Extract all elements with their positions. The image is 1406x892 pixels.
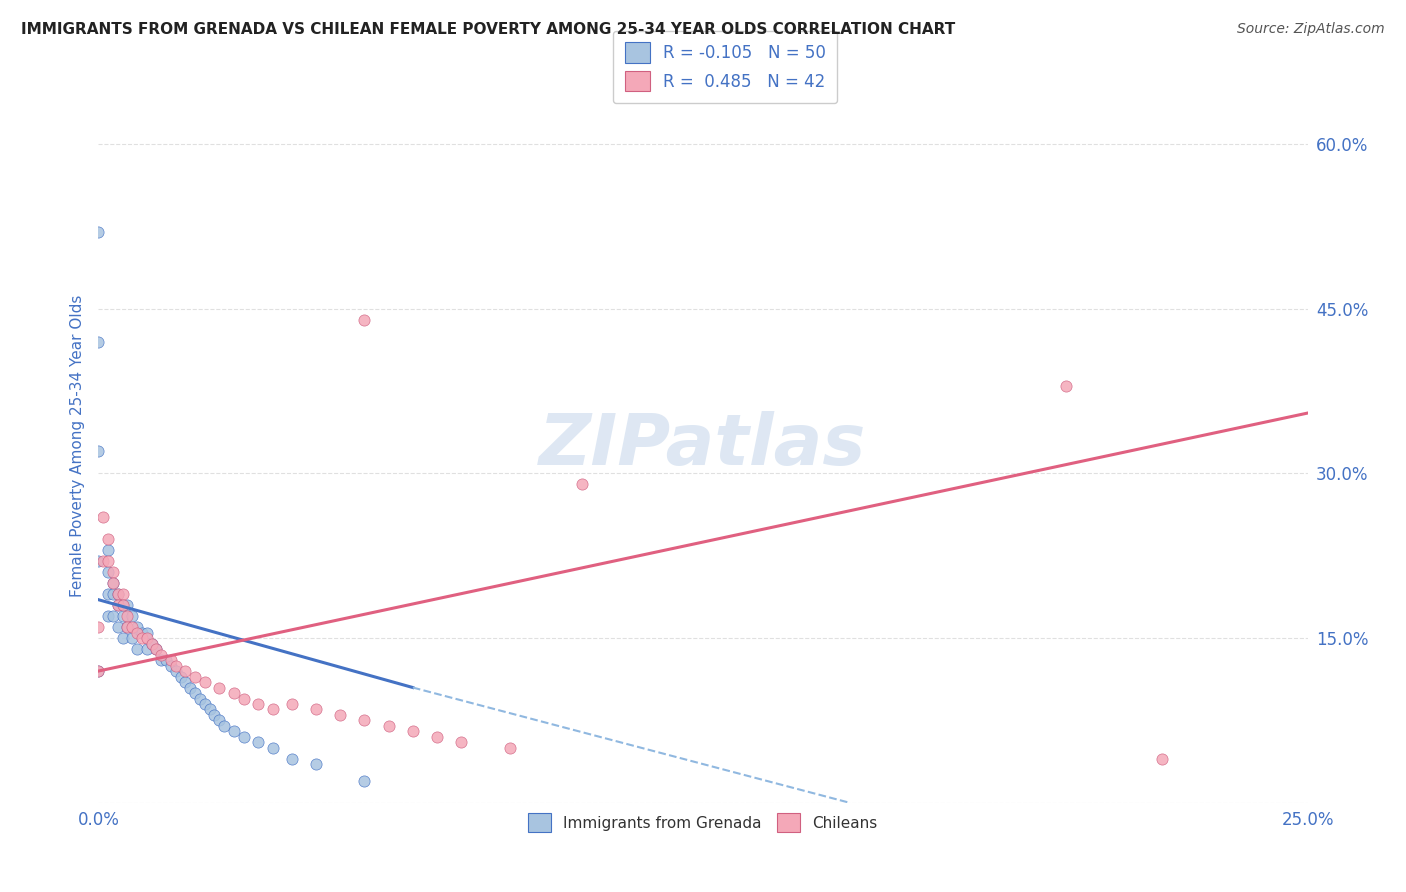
Point [353, 312, 375, 326]
Point [281, 752, 304, 766]
Point [353, 773, 375, 788]
Point [194, 697, 217, 711]
Point [111, 587, 134, 601]
Point [97, 609, 120, 624]
Point [212, 719, 235, 733]
Point [87, 444, 110, 458]
Point [97, 566, 120, 580]
Legend: Immigrants from Grenada, Chileans: Immigrants from Grenada, Chileans [522, 807, 884, 838]
Point [127, 642, 149, 657]
Point [117, 598, 139, 612]
Point [247, 697, 270, 711]
Point [111, 609, 134, 624]
Point [117, 609, 139, 624]
Point [160, 658, 183, 673]
Point [184, 669, 207, 683]
Point [107, 620, 129, 634]
Point [188, 691, 211, 706]
Point [450, 735, 472, 749]
Point [305, 702, 328, 716]
Point [131, 631, 153, 645]
Point [97, 587, 120, 601]
Point [111, 598, 134, 612]
Point [97, 543, 120, 558]
Point [204, 708, 226, 723]
Point [101, 609, 124, 624]
Point [165, 664, 187, 678]
Point [101, 566, 124, 580]
Point [208, 681, 231, 695]
Point [1152, 752, 1174, 766]
Point [194, 675, 217, 690]
Point [262, 740, 284, 755]
Point [155, 653, 177, 667]
Point [222, 686, 245, 700]
Point [135, 642, 157, 657]
Point [101, 576, 124, 591]
Point [571, 477, 593, 491]
Point [169, 669, 191, 683]
Point [117, 620, 139, 634]
Point [87, 664, 110, 678]
Point [141, 637, 163, 651]
Point [232, 691, 254, 706]
Point [101, 587, 124, 601]
Y-axis label: Female Poverty Among 25-34 Year Olds: Female Poverty Among 25-34 Year Olds [69, 295, 84, 597]
Point [127, 625, 149, 640]
Point [198, 702, 221, 716]
Point [145, 642, 167, 657]
Point [222, 724, 245, 739]
Point [145, 642, 167, 657]
Point [101, 576, 124, 591]
Point [121, 609, 143, 624]
Point [117, 620, 139, 634]
Point [87, 620, 110, 634]
Point [174, 675, 197, 690]
Point [107, 598, 129, 612]
Point [87, 334, 110, 349]
Point [160, 653, 183, 667]
Point [131, 625, 153, 640]
Point [208, 714, 231, 728]
Point [111, 598, 134, 612]
Point [91, 554, 114, 568]
Point [135, 625, 157, 640]
Point [107, 587, 129, 601]
Point [87, 225, 110, 239]
Point [174, 664, 197, 678]
Point [165, 658, 187, 673]
Point [498, 740, 520, 755]
Point [353, 714, 375, 728]
Text: Source: ZipAtlas.com: Source: ZipAtlas.com [1237, 22, 1385, 37]
Point [377, 719, 399, 733]
Point [305, 757, 328, 772]
Point [141, 637, 163, 651]
Point [150, 653, 173, 667]
Point [262, 702, 284, 716]
Point [135, 631, 157, 645]
Point [91, 510, 114, 524]
Point [121, 631, 143, 645]
Point [281, 697, 304, 711]
Point [97, 554, 120, 568]
Point [184, 686, 207, 700]
Point [150, 648, 173, 662]
Point [107, 598, 129, 612]
Point [107, 587, 129, 601]
Point [87, 664, 110, 678]
Point [121, 620, 143, 634]
Text: IMMIGRANTS FROM GRENADA VS CHILEAN FEMALE POVERTY AMONG 25-34 YEAR OLDS CORRELAT: IMMIGRANTS FROM GRENADA VS CHILEAN FEMAL… [21, 22, 955, 37]
Point [127, 620, 149, 634]
Point [247, 735, 270, 749]
Point [402, 724, 425, 739]
Point [179, 681, 201, 695]
Text: ZIPatlas: ZIPatlas [540, 411, 866, 481]
Point [87, 554, 110, 568]
Point [1054, 378, 1077, 392]
Point [97, 533, 120, 547]
Point [426, 730, 449, 744]
Point [329, 708, 352, 723]
Point [232, 730, 254, 744]
Point [111, 631, 134, 645]
